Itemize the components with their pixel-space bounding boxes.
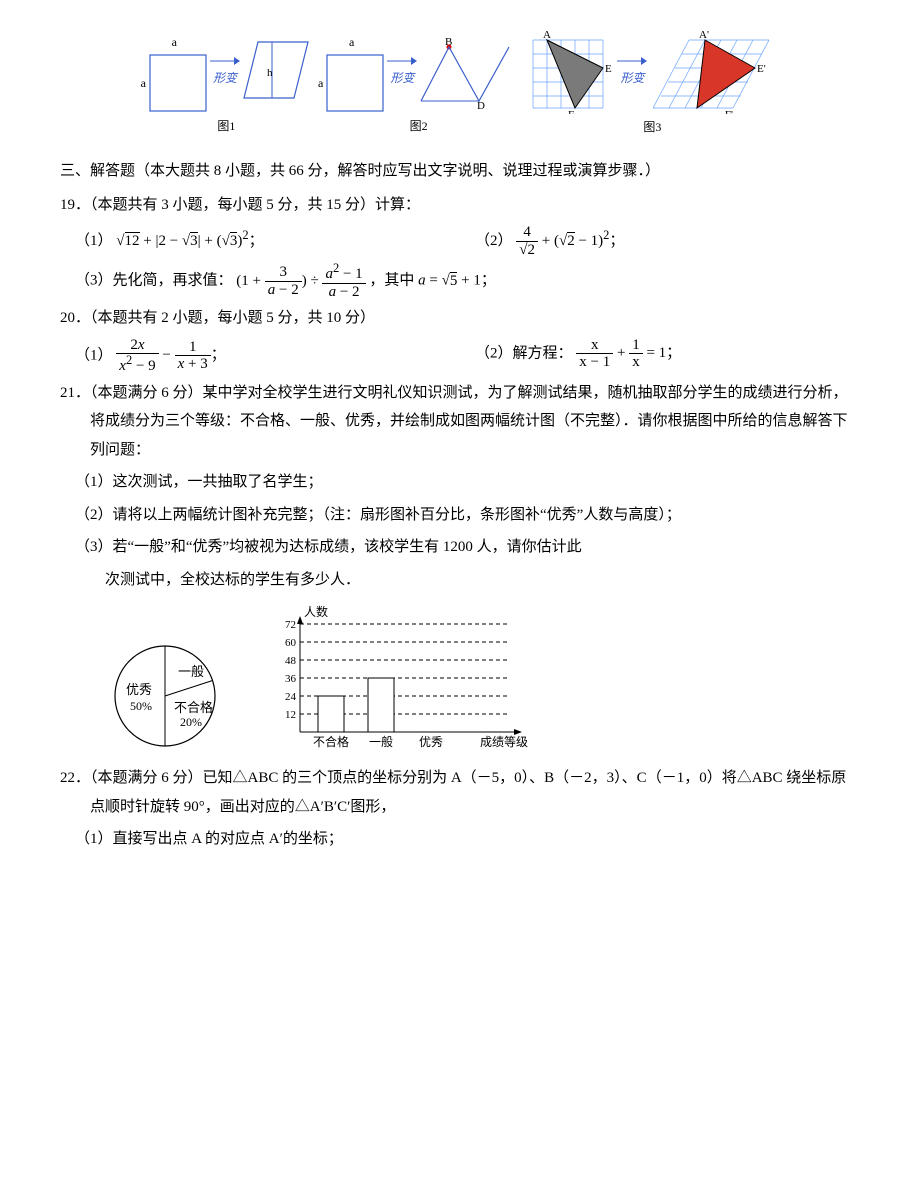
arrow-icon [210, 55, 240, 67]
q20-p2: （2）解方程： xx − 1 + 1x = 1； [460, 337, 860, 375]
svg-text:24: 24 [285, 691, 297, 703]
fig1-group: a a 形变 h 图1 [141, 31, 312, 139]
pie-fail-pct: 20% [180, 715, 202, 729]
fig2-group: a a 形变 B D 图2 [318, 31, 519, 139]
svg-text:72: 72 [285, 619, 296, 631]
fig1-caption: 图1 [141, 115, 312, 138]
pie-excellent-label: 优秀 [126, 682, 152, 697]
q21-p1: （1）这次测试，一共抽取了名学生； [60, 468, 860, 497]
arrow-icon [387, 55, 417, 67]
q19-p3: （3）先化简，再求值： (1 + 3a − 2) ÷ a2 − 1a − 2 ，… [60, 262, 860, 300]
svg-text:12: 12 [285, 709, 296, 721]
q19-p3-expr: (1 + 3a − 2) ÷ a2 − 1a − 2 [236, 273, 369, 289]
q19-p2-expr: 4√2 + (√2 − 1)2； [516, 233, 624, 249]
svg-text:D: D [477, 100, 485, 109]
fig1-parallelogram: h [242, 36, 312, 108]
fig2-triangles: B D [419, 35, 519, 109]
pie-normal-label: 一般 [178, 664, 204, 679]
q20-p1-expr: 2xx2 − 9 − 1x + 3； [116, 347, 226, 363]
q20-p1-label: （1） [75, 347, 113, 363]
fig3-group: A E F 形变 A' E' F' 图3 [525, 30, 779, 139]
fig2-caption: 图2 [318, 115, 519, 138]
fig2-top-a: a [318, 31, 385, 54]
svg-text:E': E' [757, 63, 766, 75]
svg-text:优秀: 优秀 [419, 735, 443, 749]
svg-text:A': A' [699, 30, 709, 41]
q19-p3-label: （3）先化简，再求值： [75, 273, 233, 289]
pie-excellent-pct: 50% [130, 699, 152, 713]
svg-text:一般: 一般 [369, 734, 393, 749]
charts-row: 一般 不合格 20% 优秀 50% 人数 122436486072 不合格一般优… [100, 604, 860, 754]
q19-p1-expr: √12 + |2 − √3| + (√3)2； [116, 233, 263, 249]
q20-p2-expr: xx − 1 + 1x = 1； [576, 345, 681, 361]
q19-p3-a: a = √5 + 1 [418, 272, 481, 289]
pie-fail-label: 不合格 [174, 700, 213, 715]
q19-p3-tail2: ； [481, 273, 496, 289]
bar-y-label: 人数 [304, 604, 328, 619]
arrow-icon [617, 55, 647, 67]
pie-chart: 一般 不合格 20% 优秀 50% [100, 634, 240, 754]
fig3-right-grid: A' E' F' [649, 30, 779, 114]
svg-text:E: E [605, 63, 612, 75]
bar-chart: 人数 12 24 36 48 60 72 不合格 一般 优秀 成绩等级 [270, 604, 530, 754]
fig2-left-a: a [318, 72, 323, 95]
q19-p3-tail: ，其中 [369, 273, 414, 289]
figure-row: a a 形变 h 图1 a a [60, 30, 860, 139]
bar-x-label: 成绩等级 [480, 735, 528, 749]
q20-p2-label: （2）解方程： [475, 345, 573, 361]
q22-p1: （1）直接写出点 A 的对应点 A′的坐标； [60, 825, 860, 854]
q20-p1: （1） 2xx2 − 9 − 1x + 3； [60, 337, 460, 375]
svg-text:A: A [543, 30, 551, 41]
svg-text:48: 48 [285, 655, 297, 667]
fig1-square [148, 53, 208, 113]
fig3-caption: 图3 [525, 116, 779, 139]
svg-text:不合格: 不合格 [313, 734, 349, 749]
fig2-square [325, 53, 385, 113]
fig1-top-a: a [141, 31, 208, 54]
q21-stem: 21．（本题满分 6 分）某中学对全校学生进行文明礼仪知识测试，为了解测试结果，… [60, 379, 860, 465]
fig3-transform-label: 形变 [617, 67, 647, 90]
fig3-left-grid: A E F [525, 30, 615, 114]
q19-p2: （2） 4√2 + (√2 − 1)2； [460, 224, 860, 259]
q19-p1: （1） √12 + |2 − √3| + (√3)2； [60, 224, 460, 259]
q20-parts-row: （1） 2xx2 − 9 − 1x + 3； （2）解方程： xx − 1 + … [60, 337, 860, 375]
svg-text:F: F [568, 109, 574, 114]
svg-text:60: 60 [285, 637, 297, 649]
fig1-transform-label: 形变 [210, 67, 240, 90]
q21-p2: （2）请将以上两幅统计图补充完整；（注：扇形图补百分比，条形图补“优秀”人数与高… [60, 501, 860, 530]
svg-text:F': F' [725, 109, 733, 114]
q19-parts-row: （1） √12 + |2 − √3| + (√3)2； （2） 4√2 + (√… [60, 224, 860, 259]
fig1-left-a: a [141, 72, 146, 95]
fig2-transform-label: 形变 [387, 67, 417, 90]
svg-text:h: h [267, 67, 273, 79]
q21-p3a: （3）若“一般”和“优秀”均被视为达标成绩，该校学生有 1200 人，请你估计此 [60, 533, 860, 562]
q19-p2-label: （2） [475, 233, 513, 249]
q22-stem: 22．（本题满分 6 分）已知△ABC 的三个顶点的坐标分别为 A（－5，0）、… [60, 764, 860, 821]
q19-stem: 19．（本题共有 3 小题，每小题 5 分，共 15 分）计算： [60, 191, 860, 220]
q20-stem: 20．（本题共有 2 小题，每小题 5 分，共 10 分） [60, 304, 860, 333]
section3-heading: 三、解答题（本大题共 8 小题，共 66 分，解答时应写出文字说明、说理过程或演… [60, 157, 860, 186]
svg-text:36: 36 [285, 673, 297, 685]
q19-p1-label: （1） [75, 233, 113, 249]
q21-p3b: 次测试中，全校达标的学生有多少人． [60, 566, 860, 595]
